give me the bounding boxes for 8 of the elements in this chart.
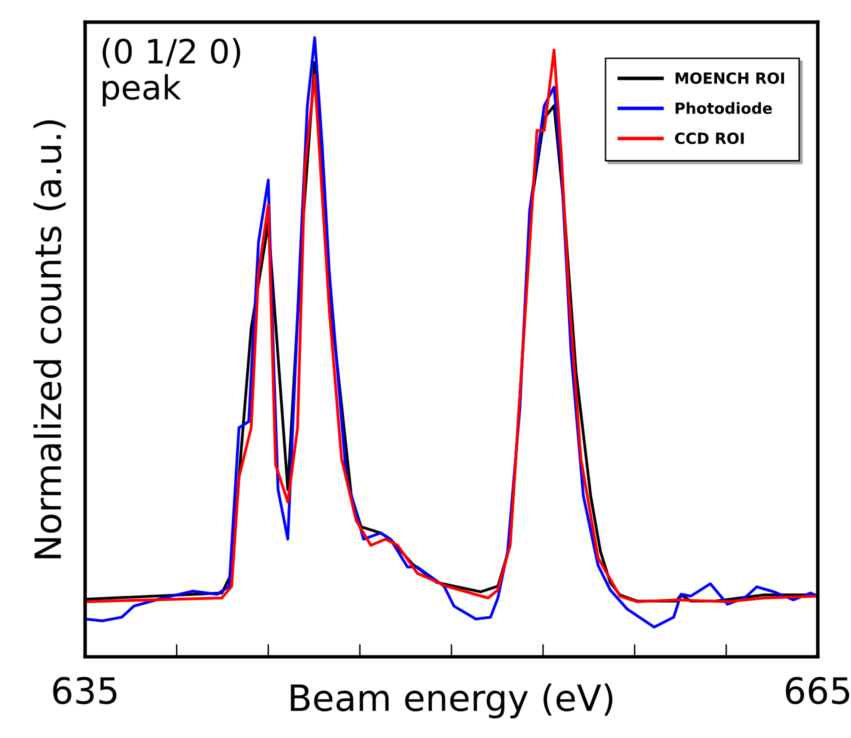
annotation: (0 1/2 0) peak bbox=[102, 38, 240, 106]
x-tick-label: 665 bbox=[786, 676, 850, 704]
x-tick-label: 635 bbox=[53, 676, 116, 704]
legend-label: MOENCH ROI bbox=[676, 72, 784, 84]
legend-label: Photodiode bbox=[676, 102, 772, 114]
x-axis-title: Beam energy (eV) bbox=[290, 683, 612, 718]
y-axis-title: Normalized counts (a.u.) bbox=[33, 120, 66, 558]
legend-label: CCD ROI bbox=[675, 132, 744, 144]
